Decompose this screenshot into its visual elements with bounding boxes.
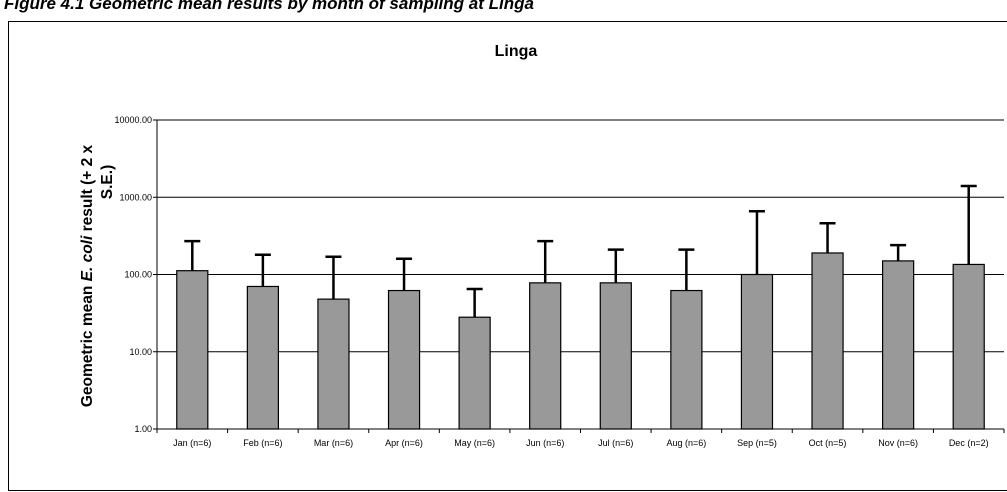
- bar: [740, 273, 774, 430]
- bar: [529, 282, 562, 430]
- y-axis-title-line2: S.E.): [99, 165, 116, 199]
- x-tick-label: May (n=6): [454, 438, 495, 448]
- chart-frame: Linga Geometric mean E. coli result (+ 2…: [8, 21, 1007, 491]
- x-tick-label: Jul (n=6): [598, 438, 633, 448]
- y-axis-title-part: Geometric mean: [79, 281, 96, 407]
- y-tick-label: 10.00: [129, 347, 152, 357]
- chart-title: Linga: [495, 43, 538, 60]
- x-tick-label: Mar (n=6): [314, 438, 353, 448]
- x-tick-label: Nov (n=6): [878, 438, 918, 448]
- x-tick-label: Feb (n=6): [243, 438, 282, 448]
- bar: [670, 289, 703, 430]
- x-tick-label: Jan (n=6): [173, 438, 211, 448]
- x-tick-label: Aug (n=6): [666, 438, 706, 448]
- y-axis-title: Geometric mean E. coli result (+ 2 x S.E.…: [79, 144, 116, 407]
- y-axis-title-part: E. coli: [79, 235, 96, 281]
- y-axis-title-line1: Geometric mean E. coli result (+ 2 x: [79, 144, 96, 407]
- y-tick-label: 1000.00: [119, 192, 152, 202]
- y-tick-label: 10000.00: [114, 115, 152, 125]
- x-tick-label: Jun (n=6): [526, 438, 564, 448]
- plot-area: 1.00 10.00 100.00 1000.00 10000.00 Jan (n=6) F…: [114, 115, 1005, 448]
- bar: [458, 316, 491, 430]
- y-tick-label: 100.00: [124, 270, 152, 280]
- figure-caption: Figure 4.1 Geometric mean results by mon…: [4, 0, 534, 13]
- x-tick-label: Apr (n=6): [385, 438, 423, 448]
- bar: [176, 270, 209, 430]
- bar: [246, 285, 280, 430]
- bar: [881, 260, 915, 430]
- x-tick-label: Oct (n=5): [809, 438, 847, 448]
- bar: [599, 282, 632, 430]
- x-tick-label: Dec (n=2): [949, 438, 989, 448]
- chart-svg: Linga Geometric mean E. coli result (+ 2…: [79, 43, 1005, 448]
- bar: [317, 298, 350, 430]
- bar: [811, 252, 844, 430]
- bar: [387, 289, 421, 430]
- y-tick-label: 1.00: [134, 424, 152, 434]
- y-axis-title-part: result (+ 2 x: [79, 144, 96, 235]
- bar: [952, 263, 985, 430]
- x-tick-label: Sep (n=5): [737, 438, 777, 448]
